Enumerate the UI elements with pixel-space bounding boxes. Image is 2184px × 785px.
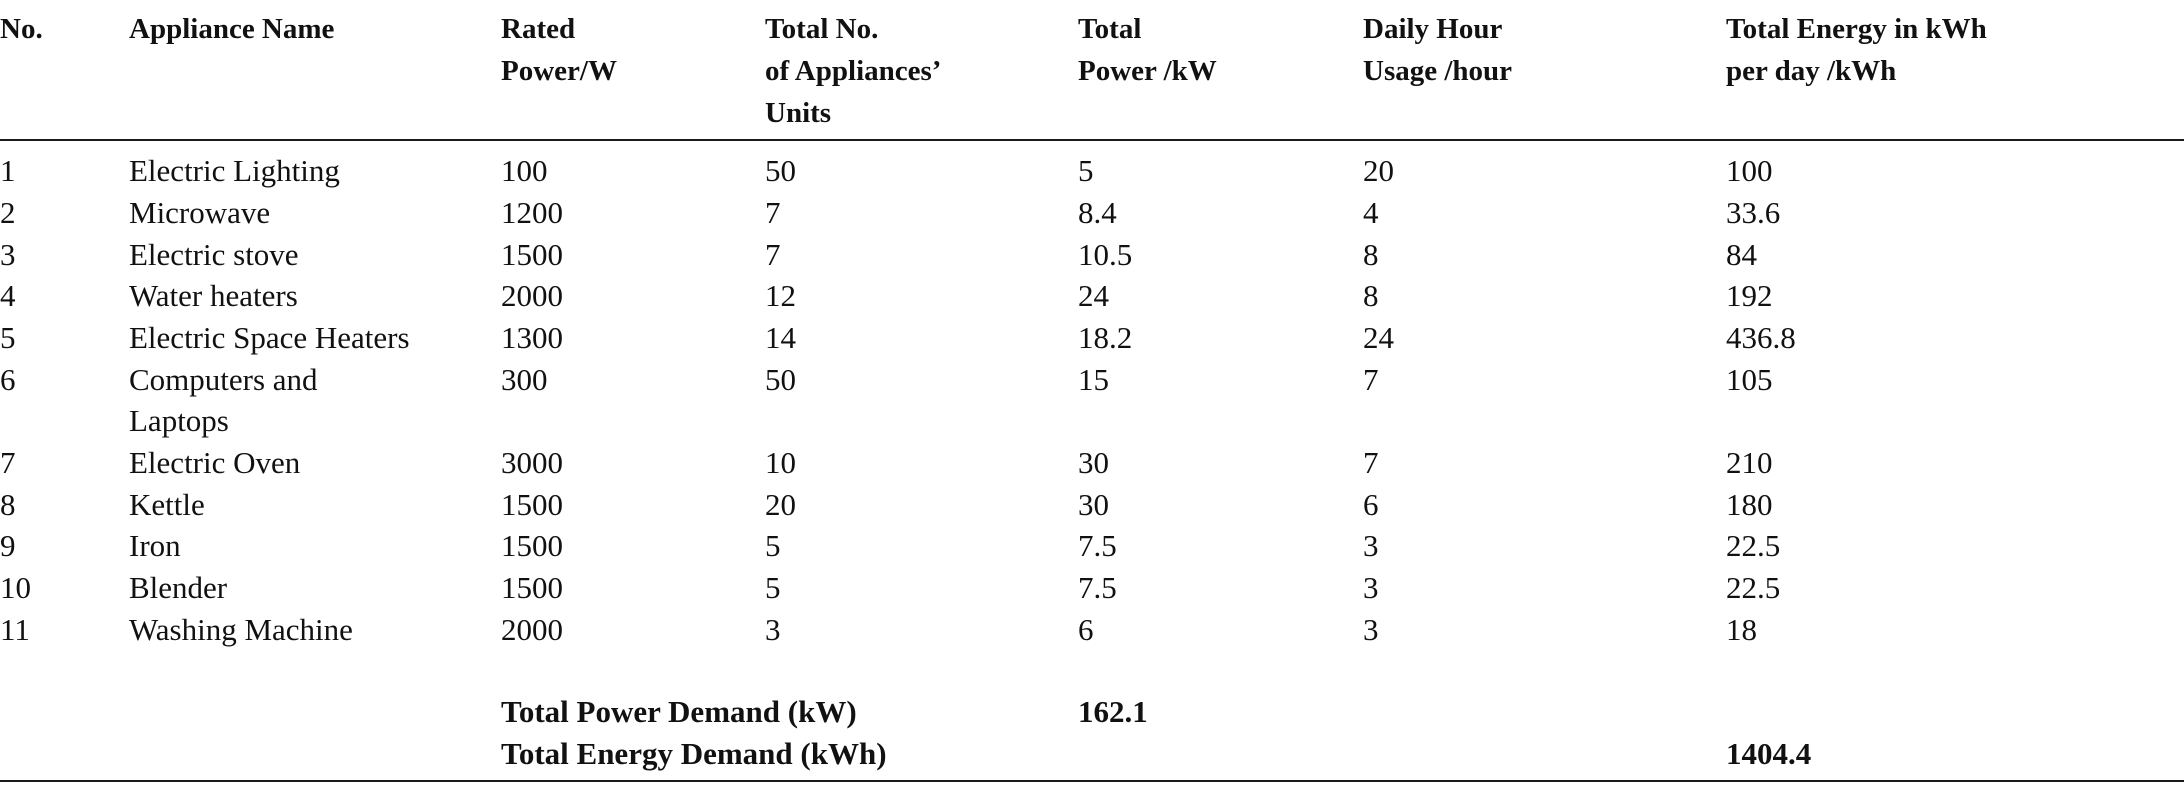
- table-cell-name: Kettle: [129, 487, 205, 522]
- table-cell-name: Electric stove: [129, 237, 299, 272]
- table-cell-name: Iron: [129, 528, 181, 563]
- table-cell-power: 6: [1078, 612, 1094, 647]
- table-cell-rated: 100: [501, 153, 548, 188]
- header-divider: [0, 139, 2184, 141]
- table-cell-units: 50: [765, 362, 796, 397]
- table-cell-name: Blender: [129, 570, 228, 605]
- table-cell-hours: 7: [1363, 445, 1379, 480]
- table-cell-no: 9: [0, 528, 16, 563]
- table-cell-name: Water heaters: [129, 278, 298, 313]
- table-cell-power: 5: [1078, 153, 1094, 188]
- table-cell-energy: 192: [1726, 278, 1773, 313]
- table-cell-no: 3: [0, 237, 16, 272]
- table-cell-no: 6: [0, 362, 16, 397]
- table-cell-units: 7: [765, 195, 781, 230]
- header-no: No.: [0, 13, 43, 45]
- table-cell-rated: 3000: [501, 445, 563, 480]
- table-cell-no: 2: [0, 195, 16, 230]
- table-cell-power: 15: [1078, 362, 1109, 397]
- table-cell-hours: 3: [1363, 612, 1379, 647]
- table-cell-hours: 7: [1363, 362, 1379, 397]
- header-rated-power: Rated Power/W: [501, 13, 617, 87]
- table-cell-name: Computers and: [129, 362, 318, 397]
- table-cell-no: 8: [0, 487, 16, 522]
- table-cell-rated: 1200: [501, 195, 563, 230]
- table-cell-power: 8.4: [1078, 195, 1117, 230]
- table-cell-power: 7.5: [1078, 528, 1117, 563]
- table-cell-no: 1: [0, 153, 16, 188]
- table-cell-hours: 24: [1363, 320, 1394, 355]
- table-cell-hours: 3: [1363, 528, 1379, 563]
- table-cell-no: 11: [0, 612, 30, 647]
- table-cell-units: 10: [765, 445, 796, 480]
- table-cell-name: Electric Oven: [129, 445, 301, 480]
- table-cell-units: 7: [765, 237, 781, 272]
- table-cell-energy: 22.5: [1726, 570, 1781, 605]
- table-cell-rated: 1500: [501, 487, 563, 522]
- table-cell-energy: 18: [1726, 612, 1757, 647]
- header-appliance-name: Appliance Name: [129, 13, 335, 45]
- table-cell-energy: 84: [1726, 237, 1757, 272]
- total-power-label: Total Power Demand (kW): [501, 694, 857, 729]
- table-cell-units: 5: [765, 528, 781, 563]
- table-cell-units: 3: [765, 612, 781, 647]
- table-cell-name: Microwave: [129, 195, 271, 230]
- table-cell-units: 14: [765, 320, 796, 355]
- footer-divider: [0, 780, 2184, 782]
- table-cell-units: 50: [765, 153, 796, 188]
- table-cell-hours: 6: [1363, 487, 1379, 522]
- table-cell-no: 4: [0, 278, 16, 313]
- header-total-power: Total Power /kW: [1078, 13, 1217, 87]
- table-cell-units: 5: [765, 570, 781, 605]
- header-total-units: Total No. of Appliances’ Units: [765, 13, 942, 129]
- table-cell-energy: 100: [1726, 153, 1773, 188]
- table-cell-units: 20: [765, 487, 796, 522]
- table-cell-name: Electric Lighting: [129, 153, 340, 188]
- table-cell-power: 30: [1078, 445, 1109, 480]
- table-cell-power: 18.2: [1078, 320, 1133, 355]
- table-cell-power: 10.5: [1078, 237, 1133, 272]
- table-cell-hours: 4: [1363, 195, 1379, 230]
- table-cell-rated: 1300: [501, 320, 563, 355]
- table-cell-name-continued: Laptops: [129, 403, 229, 438]
- table-cell-power: 30: [1078, 487, 1109, 522]
- table-cell-rated: 300: [501, 362, 548, 397]
- table-cell-hours: 20: [1363, 153, 1394, 188]
- table-cell-energy: 105: [1726, 362, 1773, 397]
- table-cell-energy: 22.5: [1726, 528, 1781, 563]
- table-cell-power: 24: [1078, 278, 1109, 313]
- table-cell-no: 5: [0, 320, 16, 355]
- table-cell-hours: 3: [1363, 570, 1379, 605]
- table-cell-energy: 33.6: [1726, 195, 1781, 230]
- table-cell-rated: 1500: [501, 570, 563, 605]
- table-cell-energy: 436.8: [1726, 320, 1796, 355]
- total-power-value: 162.1: [1078, 694, 1148, 729]
- table-cell-hours: 8: [1363, 237, 1379, 272]
- table-cell-rated: 2000: [501, 612, 563, 647]
- table-cell-units: 12: [765, 278, 796, 313]
- table-cell-energy: 210: [1726, 445, 1773, 480]
- table-cell-rated: 1500: [501, 528, 563, 563]
- table-cell-power: 7.5: [1078, 570, 1117, 605]
- table-cell-name: Electric Space Heaters: [129, 320, 410, 355]
- table-cell-no: 10: [0, 570, 31, 605]
- total-energy-label: Total Energy Demand (kWh): [501, 736, 887, 771]
- table-cell-hours: 8: [1363, 278, 1379, 313]
- table-cell-rated: 2000: [501, 278, 563, 313]
- table-cell-no: 7: [0, 445, 16, 480]
- header-total-energy: Total Energy in kWh per day /kWh: [1726, 13, 1987, 87]
- total-energy-value: 1404.4: [1726, 736, 1812, 771]
- table-cell-energy: 180: [1726, 487, 1773, 522]
- header-daily-hours: Daily Hour Usage /hour: [1363, 13, 1513, 87]
- table-cell-rated: 1500: [501, 237, 563, 272]
- table-cell-name: Washing Machine: [129, 612, 353, 647]
